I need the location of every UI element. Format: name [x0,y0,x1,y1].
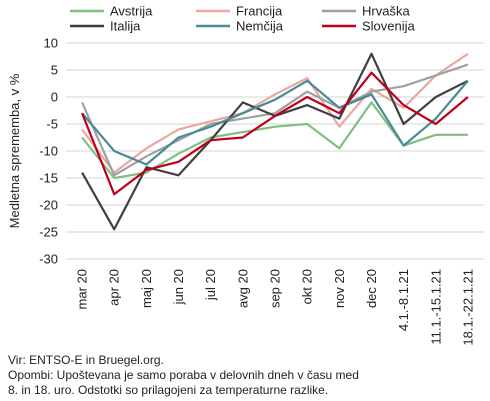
x-tick-label: jul 20 [203,269,218,301]
line-chart: Avstrija Francija Hrvaška Italija Nemčija Slo… [7,4,484,346]
legend-label-hrvaska: Hrvaška [362,4,410,19]
legend-label-francija: Francija [236,4,283,19]
footnote-line-2: 8. in 18. uro. Odstotki so prilagojeni z… [8,383,329,397]
chart-grid [66,42,484,260]
y-tick-label: -5 [46,117,58,132]
series-line-francija [81,52,469,174]
x-tick-label: 4.1.-8.1.21 [396,269,411,331]
x-tick-label: avg 20 [235,269,250,308]
x-tick-label: nov 20 [332,269,347,308]
footnote-line-1: Opombi: Upoštevana je samo poraba v delo… [8,368,359,382]
x-tick-label: okt 20 [300,269,315,304]
y-tick-label: -10 [39,144,58,159]
y-tick-label: -30 [39,252,58,267]
series-line-slovenija [81,71,469,196]
y-axis-label: Medletna sprememba, v % [7,73,22,228]
legend-label-nemcija: Nemčija [236,19,284,34]
y-tick-label: 5 [51,63,58,78]
y-tick-label: 0 [51,90,58,105]
y-axis-ticks: 10 5 0 -5 -10 -15 -20 -25 -30 [39,36,58,267]
x-tick-label: apr 20 [107,269,122,306]
x-tick-label: jun 20 [171,269,186,305]
x-tick-label: dec 20 [364,269,379,308]
series-line-nemcija [81,79,469,166]
chart-legend: Avstrija Francija Hrvaška Italija Nemčija Slo… [70,4,416,34]
y-tick-label: -15 [39,171,58,186]
y-tick-label: -20 [39,198,58,213]
legend-label-slovenija: Slovenija [362,19,416,34]
series-line-hrvaska [81,63,469,177]
legend-label-avstrija: Avstrija [110,4,153,19]
x-tick-label: mar 20 [75,269,90,309]
chart-series [81,52,469,231]
x-tick-label: 18.1.-22.1.21 [460,269,475,346]
source-note: Vir: ENTSO-E in Bruegel.org. [8,353,164,367]
x-axis-ticks: mar 20 apr 20 maj 20 jun 20 jul 20 avg 20 sep … [75,269,476,346]
y-tick-label: -25 [39,225,58,240]
y-tick-label: 10 [44,36,58,51]
x-tick-label: 11.1.-15.1.21 [428,269,443,345]
x-tick-label: maj 20 [139,269,154,308]
x-tick-label: sep 20 [268,269,283,308]
legend-label-italija: Italija [110,19,141,34]
chart-notes: Vir: ENTSO-E in Bruegel.org. Opombi: Upo… [8,353,483,398]
